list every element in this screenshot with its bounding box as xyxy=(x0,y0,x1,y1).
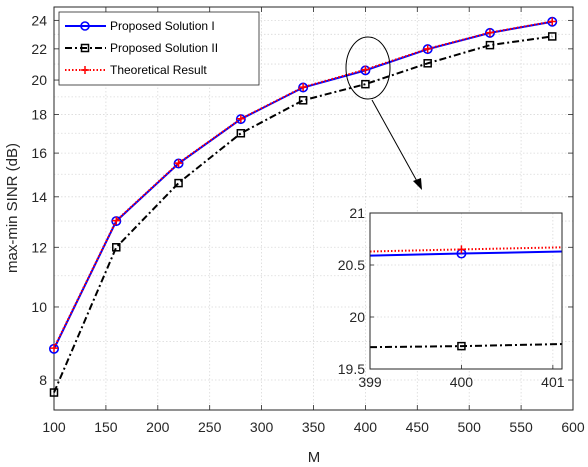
zoom-highlight-ellipse xyxy=(345,36,391,100)
legend-entry-3: Theoretical Result xyxy=(65,63,207,77)
y-axis-label: max-min SINR (dB) xyxy=(4,143,21,273)
x-tick-label: 600 xyxy=(561,419,585,435)
series-line-2 xyxy=(53,35,553,393)
data-point xyxy=(236,114,245,123)
data-point xyxy=(548,17,557,26)
data-point xyxy=(423,59,432,68)
data-point xyxy=(423,44,432,53)
legend-label-3: Theoretical Result xyxy=(110,63,207,77)
main-y-ticks: 8 10 12 14 16 18 20 22 24 xyxy=(31,12,573,388)
legend-marker-1 xyxy=(80,21,90,31)
data-point xyxy=(298,96,308,105)
inset-series-line-1 xyxy=(369,250,563,257)
data-point xyxy=(547,32,557,41)
legend-marker-2 xyxy=(80,43,90,53)
zoom-arrow xyxy=(371,99,422,190)
x-tick-label: 550 xyxy=(509,419,533,435)
x-tick-label: 450 xyxy=(406,419,430,435)
data-point xyxy=(236,129,246,138)
main-x-ticks: 100 150 200 250 300 350 400 450 500 550 600 xyxy=(42,7,585,435)
series-2 xyxy=(49,32,557,397)
y-tick-label: 14 xyxy=(31,189,47,205)
inset-data-point xyxy=(457,341,466,351)
x-tick-label: 200 xyxy=(146,419,170,435)
y-tick-label: 20 xyxy=(31,72,47,88)
y-tick-label: 12 xyxy=(31,239,47,255)
data-point xyxy=(50,344,58,353)
inset-data-point xyxy=(457,245,466,254)
inset-x-tick-label: 400 xyxy=(450,374,474,390)
x-tick-label: 350 xyxy=(302,419,326,435)
x-tick-label: 250 xyxy=(198,419,222,435)
data-point xyxy=(49,388,59,397)
y-tick-label: 8 xyxy=(39,372,47,388)
inset-x-ticks: 399 400 401 xyxy=(358,365,565,390)
data-point xyxy=(174,159,183,168)
inset-frame xyxy=(369,212,563,370)
inset-x-tick-label: 399 xyxy=(358,374,382,390)
series-line-3 xyxy=(53,20,553,349)
y-tick-label: 16 xyxy=(31,145,47,161)
inset-background xyxy=(370,213,562,369)
legend-label-2: Proposed Solution II xyxy=(110,41,218,55)
inset-y-ticks: 19.5 20 20.5 21 xyxy=(338,205,374,377)
data-point xyxy=(361,79,370,89)
main-series xyxy=(48,16,558,397)
inset-x-tick-label: 401 xyxy=(541,374,565,390)
inset-y-tick-label: 21 xyxy=(349,205,365,221)
x-tick-label: 100 xyxy=(42,419,66,435)
x-tick-label: 150 xyxy=(94,419,118,435)
inset-series-2 xyxy=(369,341,563,351)
series-3 xyxy=(50,17,557,353)
data-point xyxy=(174,178,183,188)
legend-marker-3 xyxy=(81,66,89,74)
legend-label-1: Proposed Solution I xyxy=(110,19,215,33)
data-point xyxy=(112,216,121,225)
data-point xyxy=(299,83,308,92)
legend: Proposed Solution I Proposed Solution II… xyxy=(58,11,260,86)
x-tick-label: 500 xyxy=(458,419,482,435)
data-point xyxy=(485,28,494,37)
legend-box xyxy=(58,11,260,86)
data-point xyxy=(361,65,370,74)
inset-series-3 xyxy=(369,245,563,254)
x-tick-label: 400 xyxy=(354,419,378,435)
inset-y-tick-label: 20 xyxy=(349,309,365,325)
inset-series xyxy=(369,245,563,351)
inset-y-tick-label: 19.5 xyxy=(338,361,365,377)
data-point xyxy=(485,40,495,50)
legend-entry-1: Proposed Solution I xyxy=(65,19,215,33)
inset-y-tick-label: 20.5 xyxy=(338,257,365,273)
y-tick-label: 24 xyxy=(31,12,47,28)
x-tick-label: 300 xyxy=(250,419,274,435)
y-tick-label: 10 xyxy=(31,299,47,315)
x-axis-label: M xyxy=(308,449,321,466)
y-tick-label: 18 xyxy=(31,107,47,123)
inset-chart: 399 400 401 19.5 20 20.5 21 xyxy=(338,205,565,390)
data-point xyxy=(112,243,121,252)
legend-entry-2: Proposed Solution II xyxy=(65,41,218,55)
inset-series-line-2 xyxy=(369,343,563,349)
y-tick-label: 22 xyxy=(31,41,47,57)
